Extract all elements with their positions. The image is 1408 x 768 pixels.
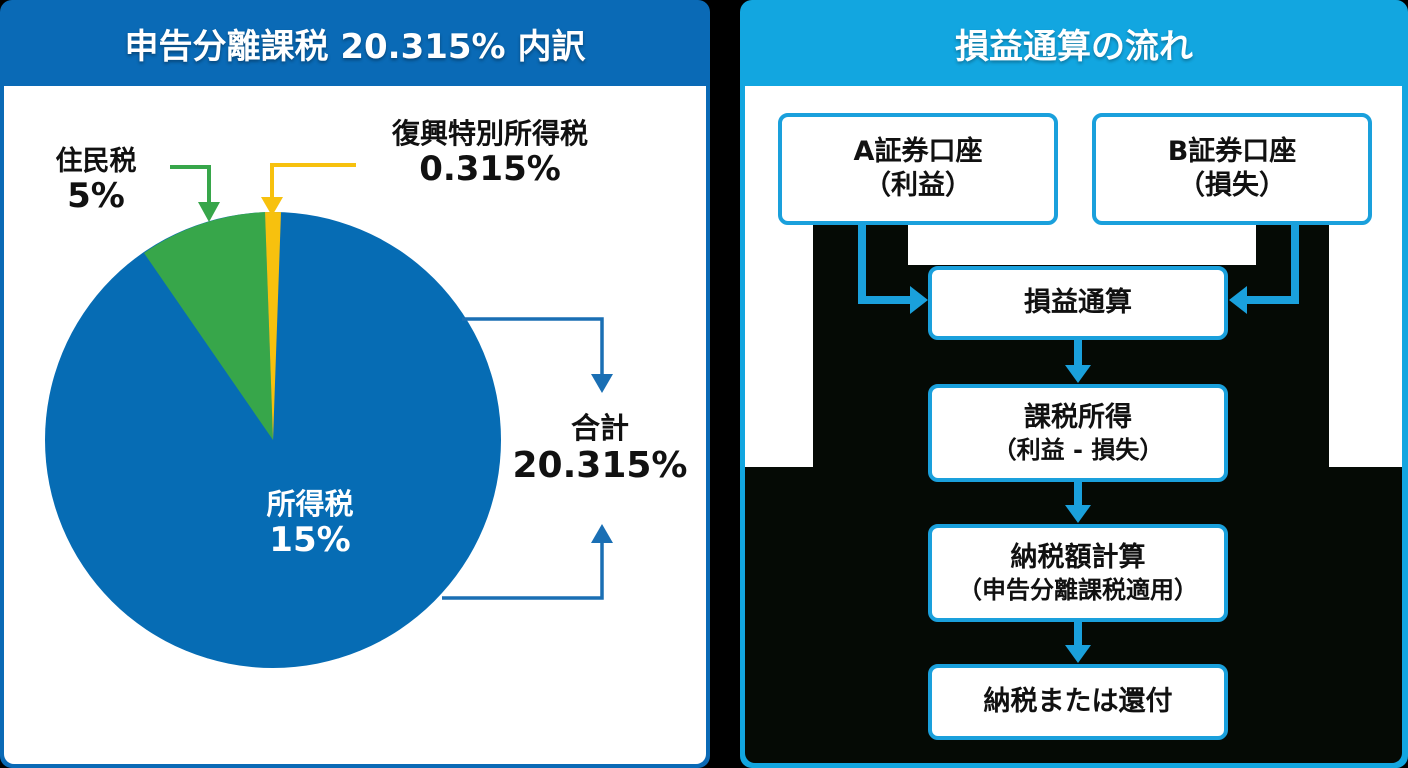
taxable-income-title: 課税所得 [1024, 402, 1132, 434]
shotoku-label: 所得税 15% [210, 487, 410, 561]
account-b-box: B証券口座 （損失） [1092, 113, 1372, 225]
fukko-name: 復興特別所得税 [391, 117, 588, 150]
total-name: 合計 [570, 411, 629, 445]
tax-calc-box: 納税額計算 （申告分離課税適用） [928, 524, 1228, 622]
arrow-right-head-icon [910, 286, 928, 314]
tax-calc-title: 納税額計算 [1010, 542, 1146, 574]
arrow-down-head-icon [1065, 365, 1091, 383]
account-a-sub: （利益） [864, 170, 972, 201]
offset-title: 損益通算 [1024, 287, 1132, 319]
tax-breakdown-title: 申告分離課税 20.315% 内訳 [124, 26, 586, 67]
tax-calc-sub: （申告分離課税適用） [958, 575, 1198, 604]
total-arrow-down-icon [591, 374, 613, 393]
jumin-label: 住民税 5% [46, 146, 146, 216]
shotoku-value: 15% [269, 520, 351, 561]
arrow-left-head-icon [1229, 286, 1247, 314]
offset-box: 損益通算 [928, 266, 1228, 340]
tax-breakdown-panel: 申告分離課税 20.315% 内訳 住民税 5% 復興特別所得税 0.315 [0, 0, 710, 768]
total-value: 20.315% [512, 445, 688, 487]
pie-slice-fukko [265, 211, 281, 440]
jumin-arrow-head-icon [198, 202, 220, 222]
account-a-box: A証券口座 （利益） [778, 113, 1058, 225]
arrow-b-to-offset [1245, 224, 1299, 304]
fukko-label: 復興特別所得税 0.315% [360, 117, 620, 190]
result-title: 納税または還付 [983, 686, 1173, 718]
total-label: 合計 20.315% [505, 411, 695, 487]
jumin-callout-arrow [170, 165, 211, 205]
pie-slice-jumin [144, 212, 273, 440]
shotoku-name: 所得税 [266, 487, 354, 521]
account-b-title: B証券口座 [1167, 136, 1297, 168]
fukko-callout-arrow [270, 163, 356, 200]
arrow-a-to-offset [858, 224, 912, 304]
loss-offset-flow-title: 損益通算の流れ [955, 26, 1193, 67]
result-box: 納税または還付 [928, 664, 1228, 740]
background-right-white [1329, 225, 1402, 467]
loss-offset-flow-panel: 損益通算の流れ A証券口座 （利益） B証券口座 （損失） 損益通算 [740, 0, 1408, 768]
taxable-income-box: 課税所得 （利益 - 損失） [928, 384, 1228, 482]
taxable-income-sub: （利益 - 損失） [992, 435, 1164, 464]
jumin-value: 5% [67, 176, 125, 217]
account-b-sub: （損失） [1178, 170, 1286, 201]
background-left-white [745, 225, 813, 467]
arrow-down-head-icon [1065, 645, 1091, 663]
jumin-name: 住民税 [55, 146, 137, 177]
background-center-notch-white [908, 225, 1256, 265]
account-a-title: A証券口座 [853, 136, 983, 168]
arrow-down-head-icon [1065, 505, 1091, 523]
flow-arrows [858, 224, 1299, 663]
pie-chart [45, 163, 613, 668]
total-arrow-up-icon [591, 524, 613, 543]
fukko-value: 0.315% [419, 149, 561, 190]
total-bracket-arrows [442, 317, 604, 600]
fukko-arrow-head-icon [261, 197, 283, 216]
